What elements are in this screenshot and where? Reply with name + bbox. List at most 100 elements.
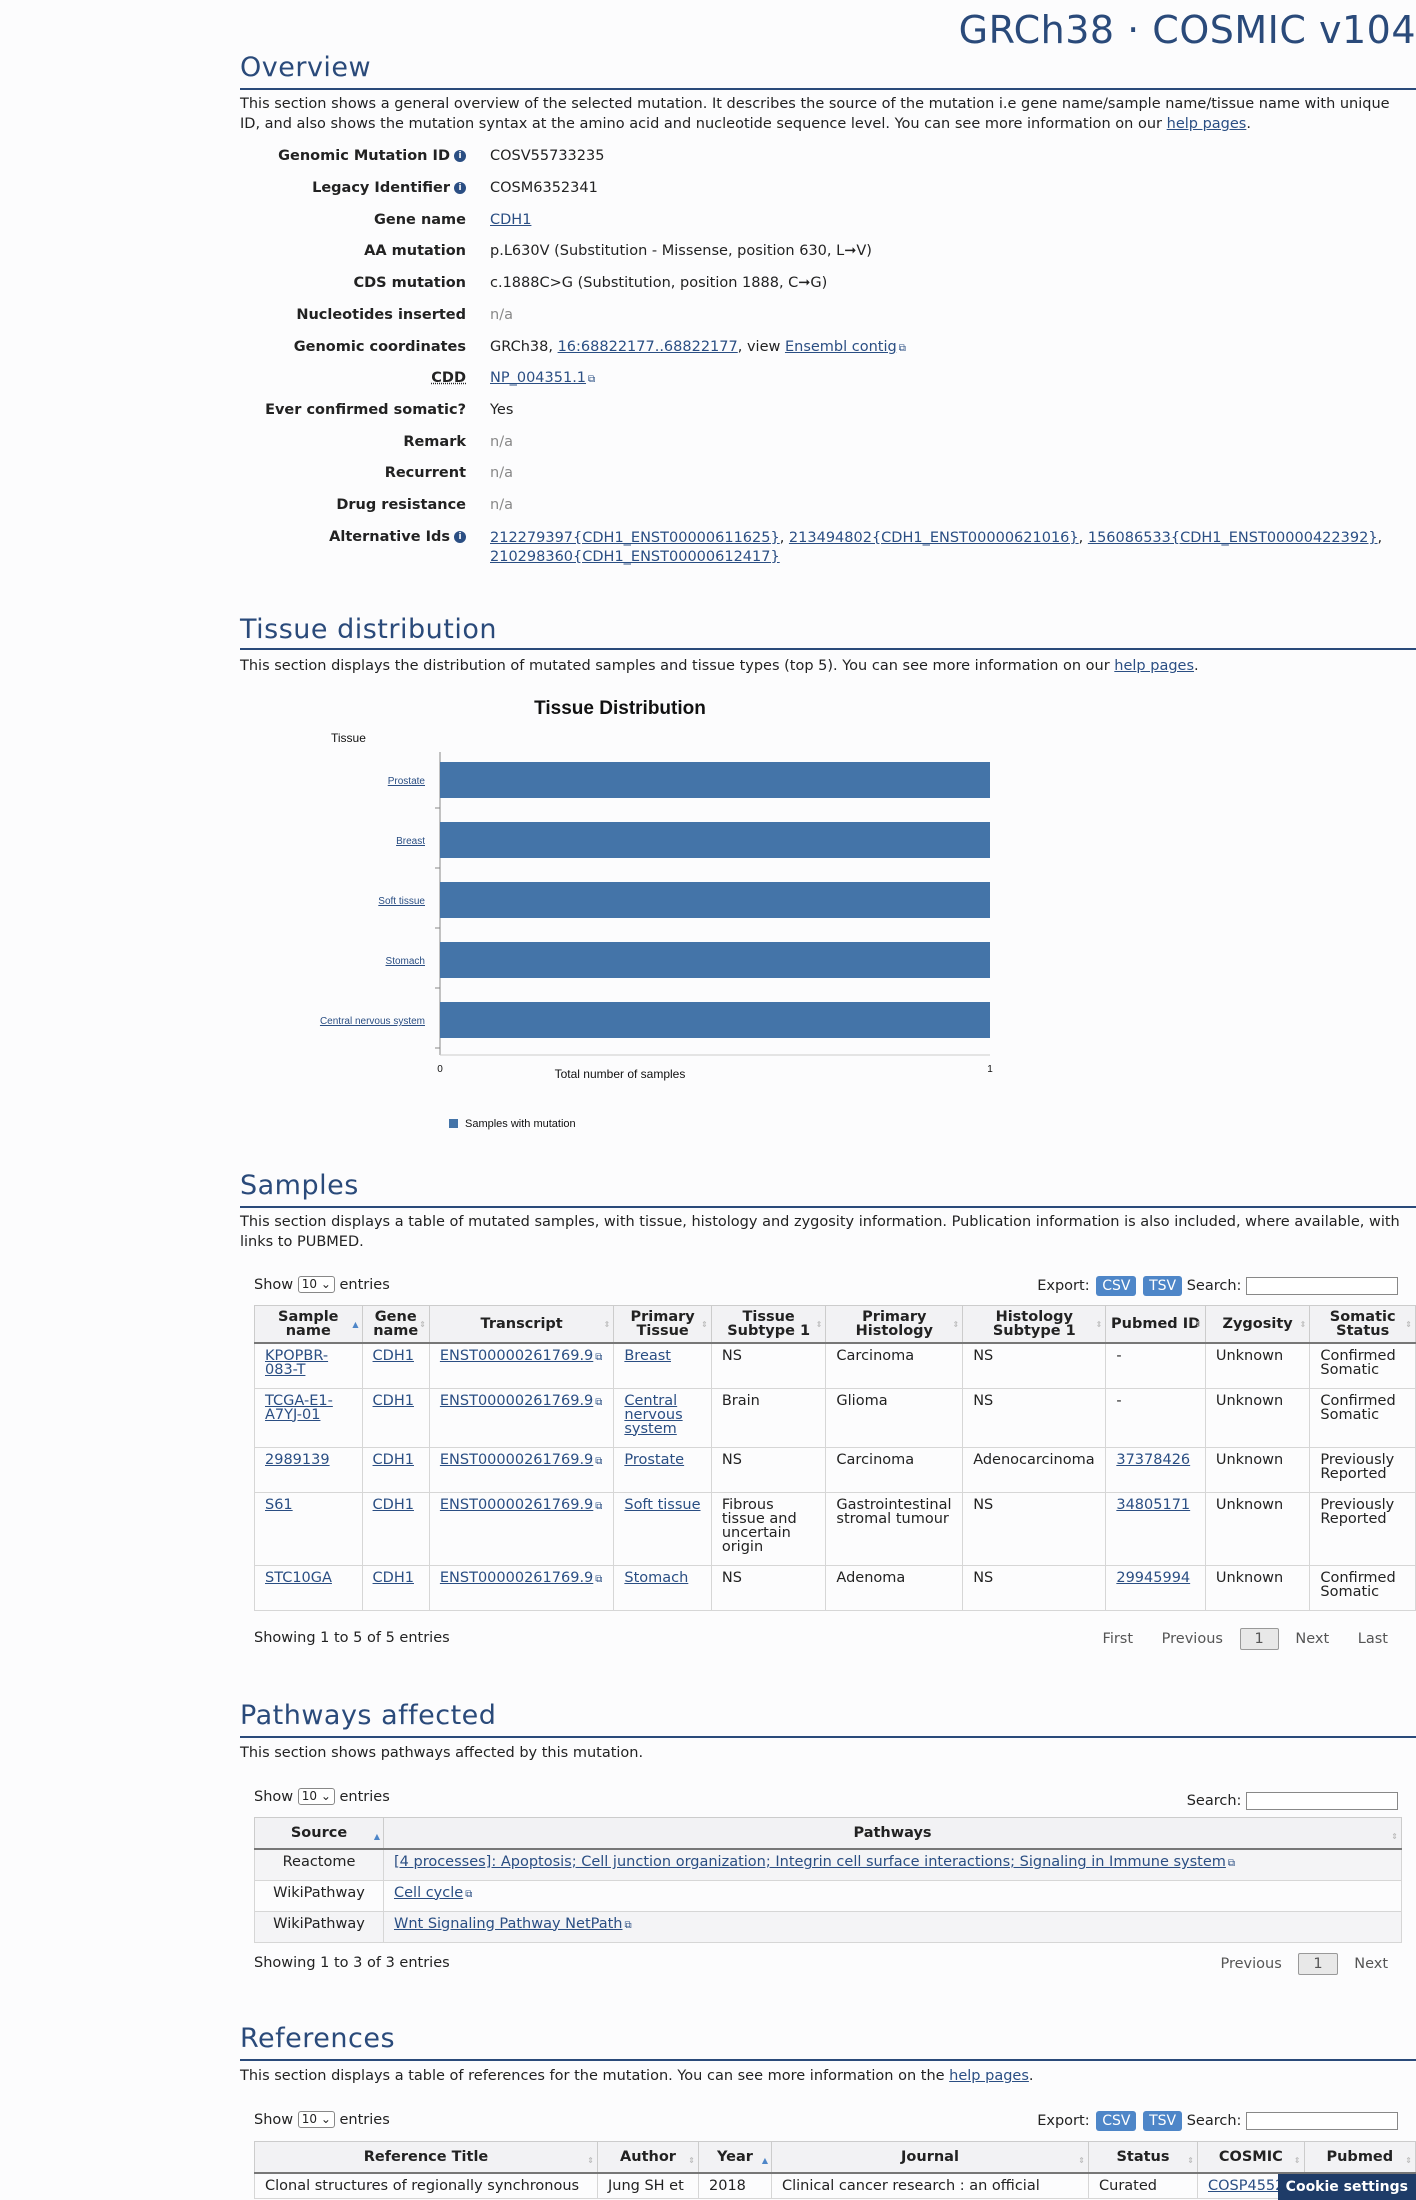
pagination-previous[interactable]: Previous: [1161, 1631, 1223, 1647]
references-help-link[interactable]: help pages: [949, 2068, 1029, 2084]
column-header-primary-histology[interactable]: Primary Histology ⇕: [825, 1305, 964, 1344]
column-header-transcript[interactable]: Transcript ⇕: [428, 1305, 615, 1344]
gene-link[interactable]: CDH1: [372, 1569, 414, 1586]
tissue-intro: This section displays the distribution o…: [240, 656, 1412, 676]
info-icon[interactable]: i: [454, 182, 466, 194]
sample-link[interactable]: KPOPBR-083-T: [265, 1348, 329, 1378]
tissue-subtype-cell: NS: [710, 1342, 827, 1389]
search-label: Search:: [1186, 1278, 1242, 1294]
column-header-tissue-subtype[interactable]: Tissue Subtype 1 ⇕: [710, 1305, 827, 1344]
entries-select[interactable]: 10 ⌄: [297, 2111, 335, 2128]
tissue-help-link[interactable]: help pages: [1114, 658, 1195, 674]
pagination-next[interactable]: Next: [1354, 1956, 1388, 1972]
column-header-gene-name[interactable]: Gene name ⇕: [361, 1305, 430, 1344]
column-header-label: Pathways: [853, 1825, 932, 1841]
search-input[interactable]: [1246, 2112, 1398, 2130]
histology-cell: Carcinoma: [825, 1446, 964, 1493]
transcript-link[interactable]: ENST00000261769.9: [439, 1392, 594, 1409]
gene-link[interactable]: CDH1: [372, 1392, 414, 1409]
table-header-row: Sample name ▲ Gene name ⇕ Transcript ⇕ Prim…: [254, 1305, 1416, 1344]
tissue-link[interactable]: Breast: [624, 1348, 671, 1364]
pathway-link[interactable]: Wnt Signaling Pathway NetPath: [394, 1915, 623, 1932]
overview-intro-end: .: [1246, 116, 1251, 132]
cdd-link[interactable]: NP_004351.1: [490, 370, 587, 386]
pagination-page[interactable]: 1: [1298, 1953, 1338, 1975]
entries-select[interactable]: 10 ⌄: [297, 1788, 335, 1805]
gene-link[interactable]: CDH1: [372, 1451, 414, 1468]
tissue-link[interactable]: Stomach: [624, 1569, 689, 1586]
alternative-id-link[interactable]: 156086533{CDH1_ENST00000422392}: [1087, 530, 1378, 546]
gene-link[interactable]: CDH1: [490, 212, 532, 228]
alternative-id-link[interactable]: 213494802{CDH1_ENST00000621016}: [788, 530, 1079, 546]
category-label-link[interactable]: Central nervous system: [320, 1016, 425, 1027]
column-header-reference-title[interactable]: Reference Title ⇕: [254, 2141, 598, 2174]
category-label-link[interactable]: Breast: [396, 836, 425, 847]
column-header-author[interactable]: Author ⇕: [597, 2141, 699, 2174]
zygosity-cell: Unknown: [1204, 1564, 1311, 1611]
column-header-pubmed-id[interactable]: Pubmed ID ⇕: [1105, 1305, 1206, 1344]
sample-link[interactable]: TCGA-E1-A7YJ-01: [265, 1392, 333, 1423]
ensembl-contig-link[interactable]: Ensembl contig: [784, 339, 897, 355]
column-header-histology-subtype[interactable]: Histology Subtype 1 ⇕: [962, 1305, 1107, 1344]
search-input[interactable]: [1246, 1792, 1398, 1810]
column-header-status[interactable]: Status ⇕: [1088, 2141, 1198, 2174]
tissue-subtype-cell: NS: [710, 1446, 827, 1493]
alternative-id-link[interactable]: 212279397{CDH1_ENST00000611625}: [490, 530, 780, 546]
entries-select[interactable]: 10 ⌄: [297, 1276, 335, 1293]
column-header-pubmed[interactable]: Pubmed ⇕: [1303, 2141, 1416, 2174]
column-header-somatic-status[interactable]: Somatic Status ⇕: [1309, 1305, 1416, 1344]
pagination-last[interactable]: Last: [1357, 1631, 1388, 1647]
pubmed-link[interactable]: 37378426: [1116, 1451, 1191, 1468]
tissue-link[interactable]: Central nervous system: [624, 1392, 683, 1437]
field-value: COSM6352341: [490, 180, 598, 196]
column-header-pathways[interactable]: Pathways ⇕: [383, 1817, 1402, 1850]
overview-help-link[interactable]: help pages: [1166, 116, 1247, 132]
show-label: Show: [254, 1277, 294, 1293]
coordinates-link[interactable]: 16:68822177..68822177: [557, 339, 738, 355]
pubmed-link[interactable]: 34805171: [1116, 1496, 1191, 1513]
cosmic-link[interactable]: COSP45527: [1208, 2178, 1294, 2194]
pagination-previous[interactable]: Previous: [1220, 1956, 1282, 1972]
category-label-link[interactable]: Soft tissue: [378, 896, 425, 907]
column-header-zygosity[interactable]: Zygosity ⇕: [1204, 1305, 1311, 1344]
export-tsv-button[interactable]: TSV: [1143, 2111, 1183, 2131]
export-csv-button[interactable]: CSV: [1096, 1276, 1137, 1296]
gene-link[interactable]: CDH1: [372, 1496, 414, 1513]
pubmed-link[interactable]: 29945994: [1116, 1569, 1191, 1586]
sample-link[interactable]: STC10GA: [265, 1569, 332, 1586]
sample-link[interactable]: 2989139: [265, 1451, 330, 1468]
pathways-table-info: Showing 1 to 3 of 3 entries: [254, 1955, 450, 1971]
pagination-page[interactable]: 1: [1239, 1628, 1279, 1650]
column-header-source[interactable]: Source ▲: [254, 1817, 384, 1850]
transcript-link[interactable]: ENST00000261769.9: [439, 1348, 594, 1364]
pagination-first[interactable]: First: [1102, 1631, 1134, 1647]
transcript-link[interactable]: ENST00000261769.9: [439, 1451, 594, 1468]
column-header-year[interactable]: Year ▲: [698, 2141, 772, 2174]
export-csv-button[interactable]: CSV: [1096, 2111, 1137, 2131]
column-header-label: Author: [620, 2149, 676, 2165]
cookie-settings-button[interactable]: Cookie settings: [1277, 2174, 1416, 2200]
column-header-journal[interactable]: Journal ⇕: [771, 2141, 1089, 2174]
sample-link[interactable]: S61: [265, 1496, 293, 1513]
pathway-link[interactable]: [4 processes]: Apoptosis; Cell junction …: [394, 1854, 1226, 1870]
field-aa-mutation: AA mutation p.L630V (Substitution - Miss…: [240, 243, 1416, 263]
pathways-table: Source ▲ Pathways ⇕ Reactome [4 processes]…: [254, 1817, 1402, 1943]
column-header-cosmic[interactable]: COSMIC ⇕: [1197, 2141, 1305, 2174]
pagination-next[interactable]: Next: [1295, 1631, 1330, 1647]
info-icon[interactable]: i: [454, 531, 466, 543]
search-input[interactable]: [1246, 1277, 1398, 1295]
column-header-primary-tissue[interactable]: Primary Tissue ⇕: [613, 1305, 712, 1344]
category-label-link[interactable]: Stomach: [386, 956, 425, 967]
tissue-link[interactable]: Prostate: [624, 1451, 685, 1468]
transcript-link[interactable]: ENST00000261769.9: [439, 1569, 594, 1586]
source-cell: Reactome: [254, 1848, 384, 1881]
alternative-id-link[interactable]: 210298360{CDH1_ENST00000612417}: [490, 549, 780, 565]
column-header-sample-name[interactable]: Sample name ▲: [254, 1305, 363, 1344]
export-tsv-button[interactable]: TSV: [1143, 1276, 1183, 1296]
gene-link[interactable]: CDH1: [372, 1348, 414, 1364]
category-label-link[interactable]: Prostate: [388, 776, 426, 787]
info-icon[interactable]: i: [454, 150, 466, 162]
tissue-link[interactable]: Soft tissue: [624, 1496, 701, 1513]
transcript-link[interactable]: ENST00000261769.9: [439, 1496, 594, 1513]
pathway-link[interactable]: Cell cycle: [394, 1884, 464, 1901]
